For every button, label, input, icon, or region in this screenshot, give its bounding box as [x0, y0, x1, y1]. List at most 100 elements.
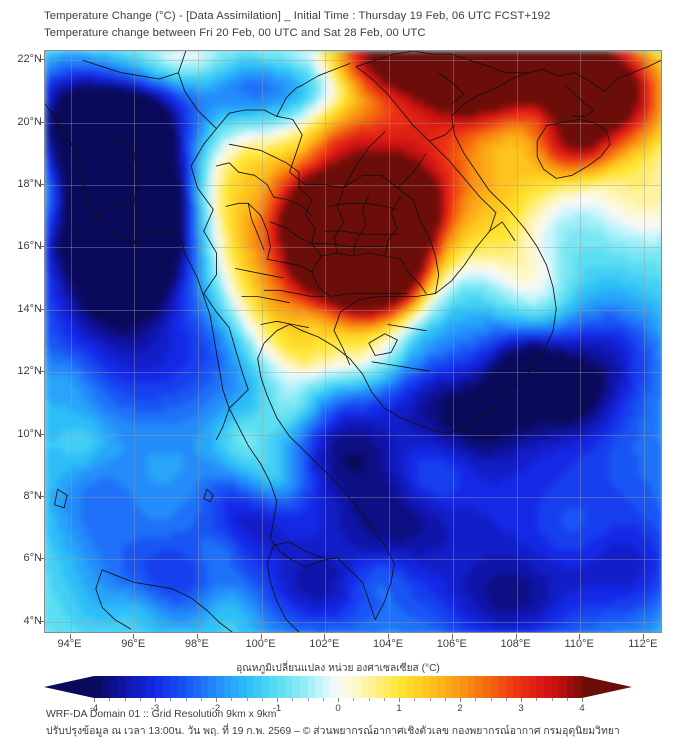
y-axis-tick — [39, 620, 44, 622]
colorbar-band — [566, 676, 575, 698]
colorbar-band — [338, 676, 346, 698]
colorbar-tick-label: -1 — [273, 703, 282, 714]
colorbar-band — [216, 676, 224, 698]
x-axis-tick — [133, 634, 135, 639]
colorbar-band — [513, 676, 521, 698]
colorbar-band — [543, 676, 552, 698]
x-axis-tick — [451, 634, 453, 639]
colorbar-band — [452, 676, 460, 698]
colorbar-title: อุณหภูมิเปลี่ยนแปลง หน่วย องศาเซลเซียส (… — [0, 660, 676, 676]
colorbar-band — [299, 676, 308, 698]
colorbar-band — [277, 676, 285, 698]
x-axis-label: 112°E — [613, 638, 673, 650]
x-axis-label: 98°E — [167, 638, 227, 650]
y-axis-tick — [39, 246, 44, 248]
colorbar-band — [284, 676, 293, 698]
x-axis-tick — [515, 634, 517, 639]
colorbar-band — [139, 676, 148, 698]
colorbar-tick-label: -4 — [90, 703, 99, 714]
colorbar-band — [383, 676, 392, 698]
y-axis-label: 12°N — [0, 365, 42, 377]
colorbar-band — [414, 676, 422, 698]
x-axis-tick — [196, 634, 198, 639]
colorbar-tick-label: 3 — [518, 703, 523, 714]
x-axis-label: 106°E — [422, 638, 482, 650]
colorbar-tick-label: -3 — [151, 703, 160, 714]
colorbar-band — [200, 676, 209, 698]
colorbar-tick-label: -2 — [212, 703, 221, 714]
colorbar-band — [147, 676, 155, 698]
colorbar-band — [574, 676, 582, 698]
colorbar-band — [330, 676, 338, 698]
x-axis-tick — [579, 634, 581, 639]
colorbar-ticks: -4 -3 -2 -1 0 1 2 3 4 — [44, 698, 632, 714]
colorbar-band — [444, 676, 453, 698]
x-axis-label: 102°E — [294, 638, 354, 650]
colorbar-band — [391, 676, 399, 698]
colorbar-band — [475, 676, 483, 698]
temperature-anomaly-field — [45, 51, 661, 632]
colorbar-band — [132, 676, 140, 698]
map-plot-area — [44, 50, 662, 633]
x-axis-label: 104°E — [358, 638, 418, 650]
colorbar-band — [376, 676, 384, 698]
colorbar-band — [155, 676, 163, 698]
y-axis-tick — [39, 558, 44, 560]
colorbar-band — [353, 676, 361, 698]
colorbar-band — [505, 676, 514, 698]
title-line-2: Temperature change between Fri 20 Feb, 0… — [44, 25, 669, 42]
colorbar-band — [208, 676, 216, 698]
colorbar-low-extend-arrow — [44, 676, 94, 698]
colorbar-gradient — [44, 676, 632, 698]
colorbar-band — [399, 676, 407, 698]
colorbar-band — [521, 676, 529, 698]
footer-block: WRF-DA Domain 01 :: Grid Resolution 9km … — [46, 706, 666, 740]
y-axis-label: 6°N — [0, 552, 42, 564]
colorbar-band — [482, 676, 491, 698]
footer-line-2: ปรับปรุงข้อมูล ณ เวลา 13:00น. วัน พฤ. ที… — [46, 723, 666, 740]
colorbar-tick-label: 4 — [579, 703, 584, 714]
colorbar-band — [368, 676, 377, 698]
colorbar-band — [559, 676, 567, 698]
y-axis-label: 14°N — [0, 303, 42, 315]
colorbar-band — [124, 676, 133, 698]
colorbar-band — [322, 676, 331, 698]
colorbar-band — [94, 676, 102, 698]
y-axis-tick — [39, 371, 44, 373]
colorbar-band — [345, 676, 354, 698]
x-axis-label: 108°E — [486, 638, 546, 650]
colorbar-band — [162, 676, 171, 698]
colorbar-band — [101, 676, 110, 698]
colorbar-high-extend-arrow — [582, 676, 632, 698]
colorbar-band — [116, 676, 125, 698]
colorbar-tick-label: 2 — [457, 703, 462, 714]
y-axis-tick — [39, 308, 44, 310]
x-axis-label: 94°E — [40, 638, 100, 650]
colorbar-band — [177, 676, 186, 698]
colorbar-band — [528, 676, 537, 698]
colorbar-band — [193, 676, 201, 698]
x-axis-tick — [324, 634, 326, 639]
y-axis-label: 4°N — [0, 615, 42, 627]
colorbar-band — [406, 676, 415, 698]
colorbar-band — [437, 676, 445, 698]
x-axis-tick — [642, 634, 644, 639]
colorbar-band — [536, 676, 544, 698]
colorbar-band — [238, 676, 247, 698]
colorbar-tick-label: 1 — [396, 703, 401, 714]
x-axis-tick — [69, 634, 71, 639]
y-axis-label: 22°N — [0, 53, 42, 65]
colorbar-band — [315, 676, 323, 698]
colorbar-band — [254, 676, 262, 698]
y-axis-tick — [39, 121, 44, 123]
colorbar-band — [109, 676, 117, 698]
coastline-overlay — [45, 51, 661, 632]
y-axis-label: 16°N — [0, 240, 42, 252]
x-axis-label: 96°E — [103, 638, 163, 650]
y-axis-label: 20°N — [0, 116, 42, 128]
colorbar-band — [551, 676, 560, 698]
y-axis-label: 8°N — [0, 490, 42, 502]
title-line-1: Temperature Change (°C) - [Data Assimila… — [44, 8, 669, 25]
colorbar-band — [292, 676, 300, 698]
y-axis-tick — [39, 495, 44, 497]
